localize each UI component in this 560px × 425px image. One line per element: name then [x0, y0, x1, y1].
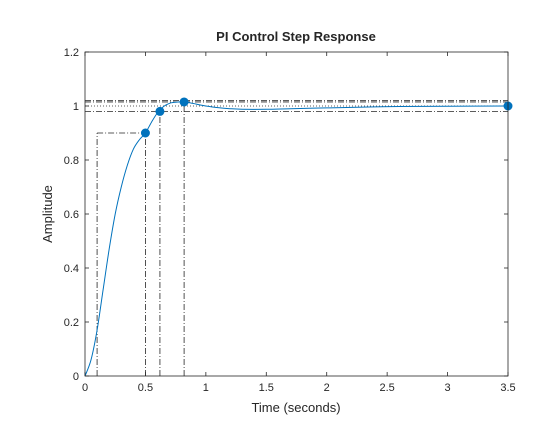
x-tick-label: 0 [82, 382, 88, 394]
x-tick-label: 3 [445, 382, 451, 394]
x-tick-label: 2.5 [379, 382, 394, 394]
ticks-layer: 0 0.5 1 1.5 2 2.5 3 3.5 0 0.2 0.4 0.6 0.8 1 1.2 [64, 47, 516, 394]
markers-layer [140, 97, 513, 138]
y-tick-label: 0.8 [64, 155, 79, 167]
y-tick-label: 1.2 [64, 47, 79, 59]
series-layer [84, 101, 509, 377]
x-axis-title: Time (seconds) [251, 400, 340, 415]
characteristic-point-marker [179, 97, 189, 107]
x-tick-label: 2 [324, 382, 330, 394]
y-tick-label: 0.2 [64, 317, 79, 329]
y-tick-label: 0 [73, 371, 79, 383]
characteristic-point-marker [140, 128, 150, 138]
x-tick-label: 1.5 [259, 382, 274, 394]
step-response-line [84, 101, 509, 377]
x-tick-label: 1 [203, 382, 209, 394]
guides-layer [85, 100, 508, 376]
plot-frame [84, 51, 509, 377]
x-tick-label: 0.5 [138, 382, 153, 394]
x-tick-label: 3.5 [500, 382, 515, 394]
y-tick-label: 0.4 [64, 263, 79, 275]
y-axis-title: Amplitude [40, 185, 55, 243]
chart-title: PI Control Step Response [216, 29, 376, 44]
y-tick-label: 0.6 [64, 209, 79, 221]
characteristic-point-marker [155, 106, 165, 116]
y-tick-label: 1 [73, 101, 79, 113]
